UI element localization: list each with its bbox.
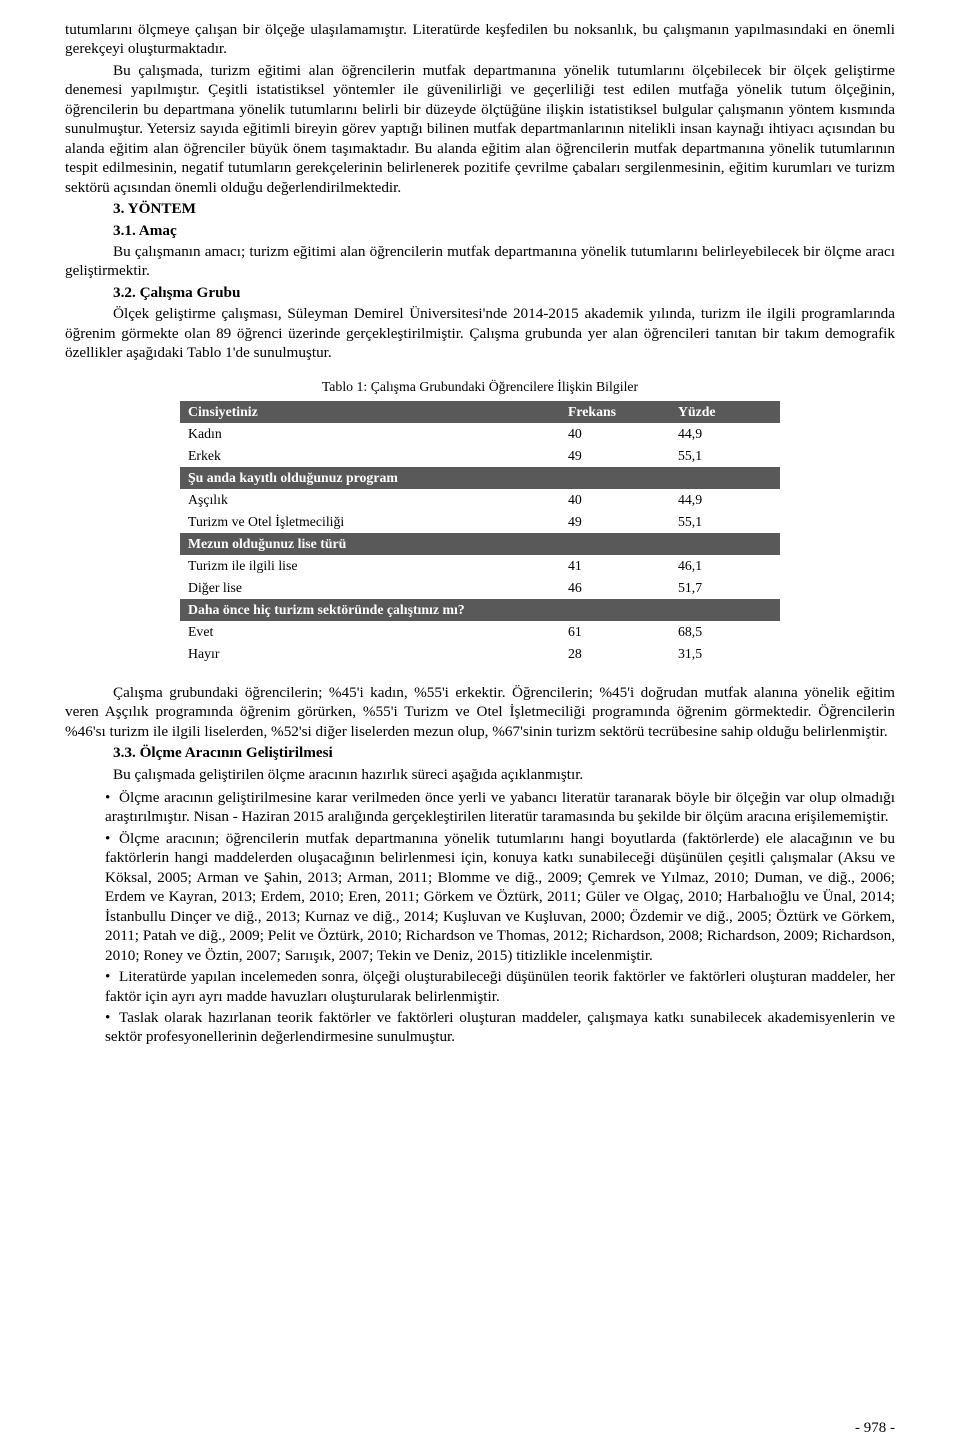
table-cell-freq: 41 — [560, 555, 670, 577]
table-head-label: Cinsiyetiniz — [180, 401, 560, 423]
table-row: Evet 61 68,5 — [180, 621, 780, 643]
table-row: Kadın 40 44,9 — [180, 423, 780, 445]
table-cell-pct: 44,9 — [670, 489, 780, 511]
table-cell-freq: 28 — [560, 643, 670, 665]
table-row: Aşçılık 40 44,9 — [180, 489, 780, 511]
paragraph-calisma-grubu: Ölçek geliştirme çalışması, Süleyman Dem… — [65, 304, 895, 362]
heading-amac: 3.1. Amaç — [65, 221, 895, 240]
bullet-item: Taslak olarak hazırlanan teorik faktörle… — [65, 1008, 895, 1047]
demographics-table: Cinsiyetiniz Frekans Yüzde Kadın 40 44,9… — [180, 401, 780, 665]
table-row: Hayır 28 31,5 — [180, 643, 780, 665]
table-cell-pct: 55,1 — [670, 511, 780, 533]
table-cell-freq: 49 — [560, 445, 670, 467]
table-head-frekans: Frekans — [560, 401, 670, 423]
table-cell-label: Aşçılık — [180, 489, 560, 511]
table-cell-freq: 61 — [560, 621, 670, 643]
paragraph-gelistirme-intro: Bu çalışmada geliştirilen ölçme aracının… — [65, 765, 895, 784]
table-cell-pct: 46,1 — [670, 555, 780, 577]
table-header-row: Cinsiyetiniz Frekans Yüzde — [180, 401, 780, 423]
table-subheader-row: Daha önce hiç turizm sektöründe çalıştın… — [180, 599, 780, 621]
page-container: tutumlarını ölçmeye çalışan bir ölçeğe u… — [0, 0, 960, 1455]
heading-gelistirme: 3.3. Ölçme Aracının Geliştirilmesi — [65, 743, 895, 762]
table-subheader: Daha önce hiç turizm sektöründe çalıştın… — [180, 599, 780, 621]
table-subheader: Mezun olduğunuz lise türü — [180, 533, 780, 555]
table-cell-freq: 40 — [560, 423, 670, 445]
table-cell-pct: 31,5 — [670, 643, 780, 665]
table-cell-pct: 68,5 — [670, 621, 780, 643]
heading-yontem: 3. YÖNTEM — [65, 199, 895, 218]
table-caption: Tablo 1: Çalışma Grubundaki Öğrencilere … — [65, 379, 895, 395]
bullet-list: Ölçme aracının geliştirilmesine karar ve… — [65, 788, 895, 1047]
paragraph-after-table: Çalışma grubundaki öğrencilerin; %45'i k… — [65, 683, 895, 741]
page-number: - 978 - — [855, 1420, 895, 1437]
table-row: Diğer lise 46 51,7 — [180, 577, 780, 599]
table-cell-pct: 55,1 — [670, 445, 780, 467]
table-cell-label: Turizm ve Otel İşletmeciliği — [180, 511, 560, 533]
bullet-item: Literatürde yapılan incelemeden sonra, ö… — [65, 967, 895, 1006]
table-head-yuzde: Yüzde — [670, 401, 780, 423]
table-cell-pct: 44,9 — [670, 423, 780, 445]
table-row: Turizm ve Otel İşletmeciliği 49 55,1 — [180, 511, 780, 533]
heading-calisma-grubu: 3.2. Çalışma Grubu — [65, 283, 895, 302]
table-cell-label: Erkek — [180, 445, 560, 467]
bullet-item: Ölçme aracının geliştirilmesine karar ve… — [65, 788, 895, 827]
paragraph-amac: Bu çalışmanın amacı; turizm eğitimi alan… — [65, 242, 895, 281]
table-cell-label: Kadın — [180, 423, 560, 445]
table-cell-label: Diğer lise — [180, 577, 560, 599]
table-row: Erkek 49 55,1 — [180, 445, 780, 467]
table-cell-freq: 40 — [560, 489, 670, 511]
table-cell-pct: 51,7 — [670, 577, 780, 599]
table-cell-label: Turizm ile ilgili lise — [180, 555, 560, 577]
bullet-item: Ölçme aracının; öğrencilerin mutfak depa… — [65, 829, 895, 965]
paragraph-intro-2: Bu çalışmada, turizm eğitimi alan öğrenc… — [65, 61, 895, 197]
table-cell-label: Evet — [180, 621, 560, 643]
table-cell-freq: 46 — [560, 577, 670, 599]
table-subheader: Şu anda kayıtlı olduğunuz program — [180, 467, 780, 489]
table-subheader-row: Mezun olduğunuz lise türü — [180, 533, 780, 555]
table-cell-freq: 49 — [560, 511, 670, 533]
table-subheader-row: Şu anda kayıtlı olduğunuz program — [180, 467, 780, 489]
paragraph-intro-1: tutumlarını ölçmeye çalışan bir ölçeğe u… — [65, 20, 895, 59]
table-row: Turizm ile ilgili lise 41 46,1 — [180, 555, 780, 577]
table-cell-label: Hayır — [180, 643, 560, 665]
